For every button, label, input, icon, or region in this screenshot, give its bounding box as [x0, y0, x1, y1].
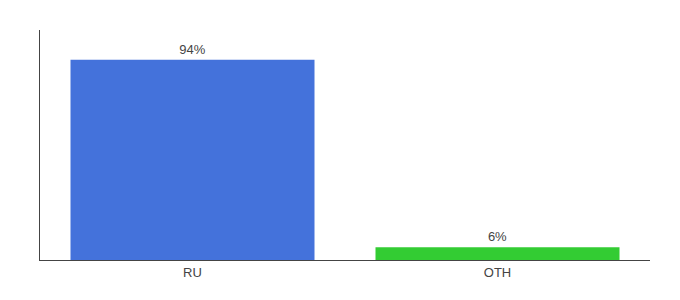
svg-text:94%: 94%	[179, 42, 205, 57]
svg-text:OTH: OTH	[484, 265, 511, 280]
svg-text:RU: RU	[183, 265, 202, 280]
svg-text:6%: 6%	[488, 229, 507, 244]
